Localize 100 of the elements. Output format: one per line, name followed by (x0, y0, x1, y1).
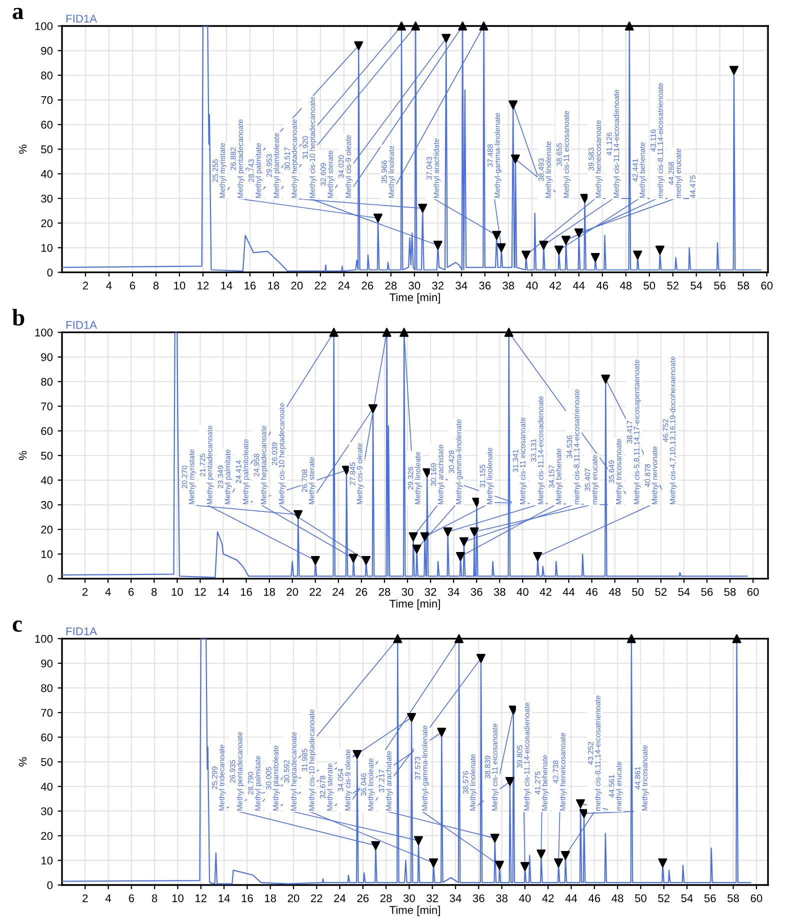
point (348, 554, 358, 563)
x-tick-label: 54 (681, 894, 693, 902)
point (560, 850, 570, 860)
x-tick-label: 26 (356, 588, 368, 596)
point (352, 750, 362, 759)
y-tick-label: 100 (35, 328, 53, 336)
point (294, 510, 303, 520)
point (658, 858, 668, 868)
point (412, 544, 422, 554)
y-tick-label: 100 (35, 22, 53, 30)
x-tick-label: 28 (380, 894, 392, 902)
x-tick-label: 8 (153, 282, 159, 290)
x-tick-label: 52 (667, 282, 678, 290)
x-tick-label: 6 (130, 282, 136, 290)
y-tick-label: 70 (41, 96, 53, 104)
x-tick-label: 2 (82, 894, 88, 902)
x-tick-label: 8 (152, 588, 157, 596)
x-tick-label: 10 (172, 588, 183, 596)
point (442, 34, 451, 43)
point (729, 66, 738, 75)
x-tick-label: 46 (588, 894, 600, 902)
y-tick-label: 0 (47, 574, 53, 583)
point (393, 634, 402, 644)
x-axis-title: Time [min] (390, 293, 440, 304)
x-tick-label: 58 (724, 588, 736, 596)
x-tick-label: 6 (128, 588, 134, 596)
point (492, 230, 502, 240)
point (574, 228, 584, 238)
x-axis-title: Time [min] (390, 599, 440, 610)
point (533, 552, 542, 561)
x-tick-label: 52 (658, 894, 670, 902)
x-tick-label: 4 (106, 282, 112, 290)
x-tick-label: 36 (479, 282, 491, 290)
point (354, 41, 364, 50)
point (407, 712, 416, 722)
x-tick-label: 56 (701, 588, 713, 596)
point (510, 154, 520, 164)
x-tick-label: 56 (714, 282, 726, 290)
y-axis-title: % (18, 144, 27, 154)
x-tick-label: 32 (432, 282, 444, 290)
chart-title: c (12, 620, 22, 632)
chart-subtitle: FID1A (66, 321, 97, 329)
x-tick-label: 6 (128, 894, 134, 902)
y-axis-title: % (18, 450, 27, 460)
y-tick-label: 80 (41, 378, 53, 386)
point (382, 328, 392, 337)
point (400, 328, 409, 337)
y-tick-label: 20 (41, 526, 53, 534)
x-tick-label: 58 (738, 282, 750, 290)
y-tick-label: 10 (41, 856, 53, 864)
x-tick-label: 20 (291, 282, 303, 290)
x-tick-label: 8 (152, 894, 158, 902)
x-tick-label: 50 (632, 588, 644, 596)
chart-title: a (12, 8, 24, 20)
x-tick-label: 30 (408, 282, 420, 290)
x-tick-label: 60 (750, 894, 762, 902)
y-tick-label: 100 (35, 634, 53, 643)
point (505, 777, 514, 786)
x-tick-label: 12 (198, 282, 209, 290)
x-tick-label: 44 (572, 282, 585, 290)
x-tick-label: 38 (496, 894, 508, 902)
point (420, 532, 430, 542)
x-tick-label: 32 (424, 588, 436, 596)
x-tick-label: 4 (105, 588, 111, 596)
y-tick-label: 60 (41, 427, 53, 435)
x-tick-label: 34 (450, 894, 462, 902)
x-tick-label: 12 (196, 894, 207, 902)
point (437, 728, 446, 737)
point (504, 328, 514, 337)
x-tick-label: 26 (357, 894, 369, 902)
point (310, 556, 320, 565)
point (494, 860, 504, 870)
y-tick-label: 90 (41, 46, 53, 55)
point (633, 250, 642, 260)
point (476, 654, 486, 663)
y-tick-label: 40 (40, 170, 53, 178)
x-tick-label: 40 (526, 282, 538, 290)
x-tick-label: 24 (338, 282, 350, 290)
x-tick-label: 24 (332, 588, 344, 596)
point (329, 328, 338, 337)
point (554, 246, 564, 255)
point (732, 634, 742, 644)
y-tick-label: 20 (41, 832, 53, 840)
x-tick-label: 42 (540, 588, 552, 596)
x-tick-label: 20 (286, 588, 298, 596)
y-tick-label: 60 (41, 733, 53, 742)
point (368, 404, 378, 414)
x-tick-label: 36 (470, 588, 482, 596)
x-tick-label: 42 (549, 282, 561, 290)
x-tick-label: 40 (516, 588, 528, 596)
point (459, 537, 468, 546)
x-tick-label: 28 (385, 282, 397, 290)
point (554, 858, 564, 868)
y-axis-title: % (18, 757, 27, 766)
y-tick-label: 0 (47, 881, 53, 890)
x-tick-label: 20 (288, 894, 300, 902)
x-tick-label: 16 (244, 282, 256, 290)
x-tick-label: 32 (426, 894, 438, 902)
point (490, 834, 500, 843)
x-tick-label: 48 (608, 588, 621, 596)
